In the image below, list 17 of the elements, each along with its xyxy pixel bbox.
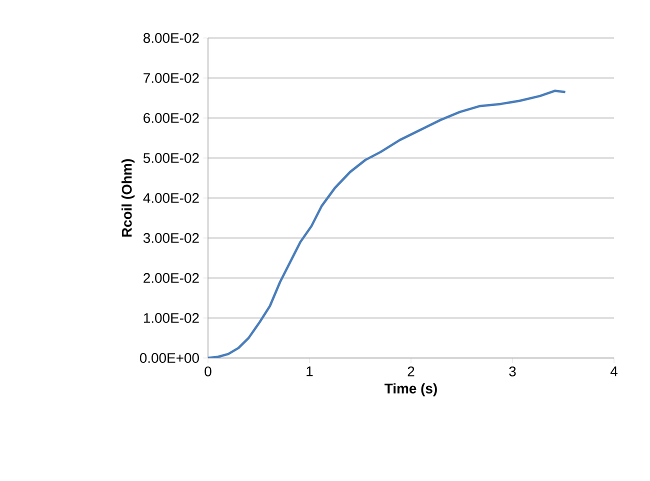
x-tick-label: 4 [610, 366, 618, 376]
x-tick-label: 0 [204, 366, 212, 376]
y-tick-label: 2.00E-02 [144, 273, 199, 283]
y-tick-label: 5.00E-02 [143, 153, 199, 163]
y-tick-label: 4.00E-02 [143, 193, 199, 203]
x-axis-title: Time (s) [384, 383, 437, 396]
y-tick-label: 6.00E-02 [144, 113, 199, 123]
x-tick-label: 2 [408, 366, 414, 376]
y-tick-label: 7.00E-02 [144, 73, 199, 83]
y-tick-label: 8.00E-02 [144, 33, 199, 43]
y-tick-label: 0.00E+00 [140, 353, 199, 363]
y-axis-title: Rcoil (Ohm) [122, 159, 135, 237]
x-tick-label: 1 [306, 366, 313, 376]
y-tick-label: 1.00E-02 [144, 313, 199, 323]
x-tick-label: 3 [509, 366, 516, 376]
y-tick-label: 3.00E-02 [143, 233, 199, 243]
line-series [208, 90, 566, 358]
